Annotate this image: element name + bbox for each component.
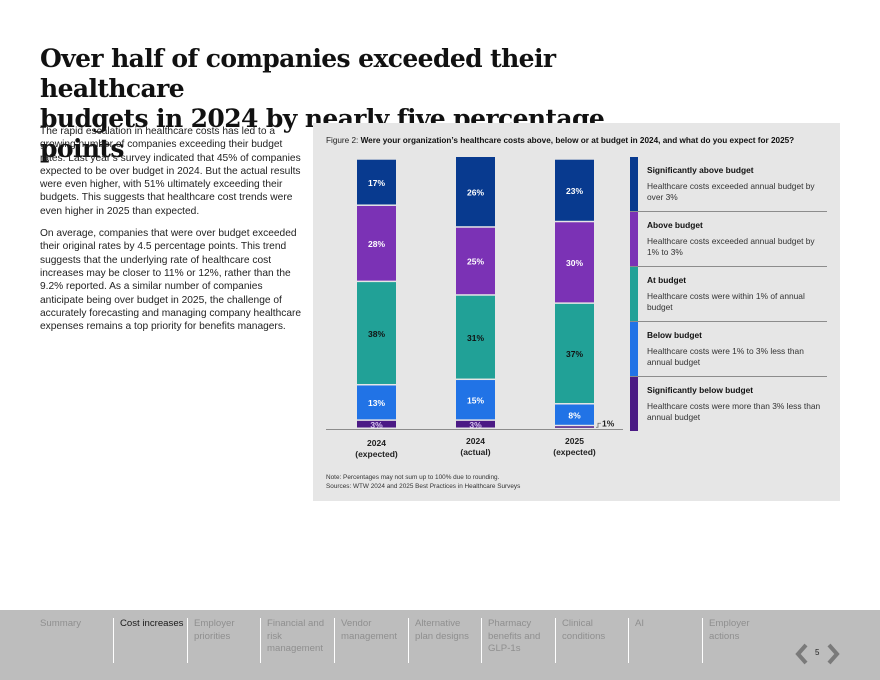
x-tick-label: 2024 bbox=[367, 438, 386, 448]
data-label: 38% bbox=[368, 329, 385, 339]
figure-panel: Figure 2: Were your organization’s healt… bbox=[313, 123, 840, 501]
bar-segment-below-budget bbox=[357, 385, 396, 420]
legend-label: Significantly below budget bbox=[647, 385, 754, 395]
legend-label: Below budget bbox=[647, 330, 702, 340]
chevron-right-icon[interactable] bbox=[826, 642, 840, 666]
legend-item: Above budget Healthcare costs exceeded an… bbox=[630, 212, 827, 267]
data-label: 28% bbox=[368, 239, 385, 249]
data-label: 3% bbox=[469, 420, 482, 430]
chevron-left-icon[interactable] bbox=[795, 642, 809, 666]
legend-item: At budget Healthcare costs were within 1%… bbox=[630, 267, 827, 322]
data-label: 25% bbox=[467, 257, 484, 267]
data-label: 3% bbox=[370, 420, 383, 430]
x-tick-label: (expected) bbox=[553, 447, 596, 457]
x-tick-label: (actual) bbox=[460, 447, 490, 457]
legend-item: Significantly above budget Healthcare cos… bbox=[630, 157, 827, 212]
data-label: 23% bbox=[566, 186, 583, 196]
data-label: 8% bbox=[568, 410, 581, 420]
nav-tab-pharmacy-benefits-and-glp-1s[interactable]: Pharmacy benefits and GLP-1s bbox=[481, 618, 555, 663]
bar-segment-significantly-above-budget bbox=[555, 159, 594, 221]
legend-swatch bbox=[630, 267, 638, 321]
bar-segment-significantly-below-budget bbox=[456, 420, 495, 428]
data-label: 26% bbox=[467, 187, 484, 197]
bar-segment-below-budget bbox=[555, 404, 594, 425]
legend-description: Healthcare costs were 1% to 3% less than… bbox=[647, 346, 804, 367]
data-label: 15% bbox=[467, 395, 484, 405]
data-label: 30% bbox=[566, 258, 583, 268]
nav-tab-cost-increases[interactable]: Cost increases bbox=[113, 618, 187, 663]
figure-sources: Sources: WTW 2024 and 2025 Best Practice… bbox=[326, 482, 521, 490]
bar-segment-significantly-above-budget bbox=[456, 157, 495, 227]
nav-tab-alternative-plan-designs[interactable]: Alternative plan designs bbox=[408, 618, 481, 663]
data-label: 17% bbox=[368, 178, 385, 188]
bar-segment-significantly-below-budget bbox=[555, 426, 594, 428]
bar-segment-above-budget bbox=[555, 222, 594, 303]
page-number: 5 bbox=[815, 648, 820, 657]
nav-tab-employer-priorities[interactable]: Employer priorities bbox=[187, 618, 260, 663]
nav-tab-vendor-management[interactable]: Vendor management bbox=[334, 618, 408, 663]
data-label: 31% bbox=[467, 333, 484, 343]
bar-segment-at-budget bbox=[555, 303, 594, 404]
bar-segment-above-budget bbox=[357, 205, 396, 281]
figure-label: Figure 2: bbox=[326, 136, 361, 145]
data-label: 37% bbox=[566, 349, 583, 359]
nav-tab-financial-and-risk-management[interactable]: Financial and risk management bbox=[260, 618, 334, 663]
legend-description: Healthcare costs exceeded annual budget … bbox=[647, 181, 815, 202]
data-label: 1% bbox=[602, 418, 615, 428]
legend-swatch bbox=[630, 212, 638, 266]
bar-segment-significantly-below-budget bbox=[357, 420, 396, 428]
bar-segment-above-budget bbox=[456, 227, 495, 295]
legend-swatch bbox=[630, 322, 638, 376]
figure-note: Note: Percentages may not sum up to 100%… bbox=[326, 474, 500, 481]
legend-description: Healthcare costs were more than 3% less … bbox=[647, 401, 821, 422]
figure-notes: Note: Percentages may not sum up to 100%… bbox=[326, 474, 520, 491]
x-tick-label: (expected) bbox=[355, 449, 398, 459]
body-paragraph: The rapid escalation in healthcare costs… bbox=[40, 126, 301, 217]
bar-segment-at-budget bbox=[456, 295, 495, 379]
legend-item: Below budget Healthcare costs were 1% to … bbox=[630, 322, 827, 377]
data-label: 13% bbox=[368, 398, 385, 408]
legend-item: Significantly below budget Healthcare cos… bbox=[630, 377, 827, 432]
body-text: The rapid escalation in healthcare costs… bbox=[40, 125, 302, 342]
legend-label: Above budget bbox=[647, 220, 703, 230]
data-label-leader-line bbox=[596, 422, 601, 428]
x-tick-label: 2024 bbox=[466, 436, 485, 446]
nav-tab-clinical-conditions[interactable]: Clinical conditions bbox=[555, 618, 628, 663]
figure-title: Figure 2: Were your organization’s healt… bbox=[326, 135, 836, 146]
legend-swatch bbox=[630, 377, 638, 431]
legend-label: At budget bbox=[647, 275, 687, 285]
nav-tab-employer-actions[interactable]: Employer actions bbox=[702, 618, 782, 663]
nav-tab-ai[interactable]: AI bbox=[628, 618, 702, 663]
bar-segment-at-budget bbox=[357, 282, 396, 384]
legend-label: Significantly above budget bbox=[647, 165, 754, 175]
legend-description: Healthcare costs exceeded annual budget … bbox=[647, 236, 815, 257]
x-tick-label: 2025 bbox=[565, 436, 584, 446]
legend-swatch bbox=[630, 157, 638, 211]
nav-tab-summary[interactable]: Summary bbox=[40, 618, 82, 629]
figure-question: Were your organization’s healthcare cost… bbox=[360, 136, 795, 145]
chart-legend: Significantly above budget Healthcare cos… bbox=[630, 157, 827, 432]
stacked-bar-chart: 3%13%38%28%17%2024(expected)3%15%31%25%2… bbox=[326, 157, 623, 459]
legend-description: Healthcare costs were within 1% of annua… bbox=[647, 291, 805, 312]
body-paragraph: On average, companies that were over bud… bbox=[40, 228, 302, 333]
pager: 5 bbox=[795, 642, 843, 666]
page-title-line-1: Over half of companies exceeded their he… bbox=[40, 44, 556, 103]
bar-segment-below-budget bbox=[456, 380, 495, 420]
footer-navigation: 5 Summary Cost increases Employer prioriti… bbox=[0, 610, 880, 680]
bar-segment-significantly-above-budget bbox=[357, 159, 396, 205]
